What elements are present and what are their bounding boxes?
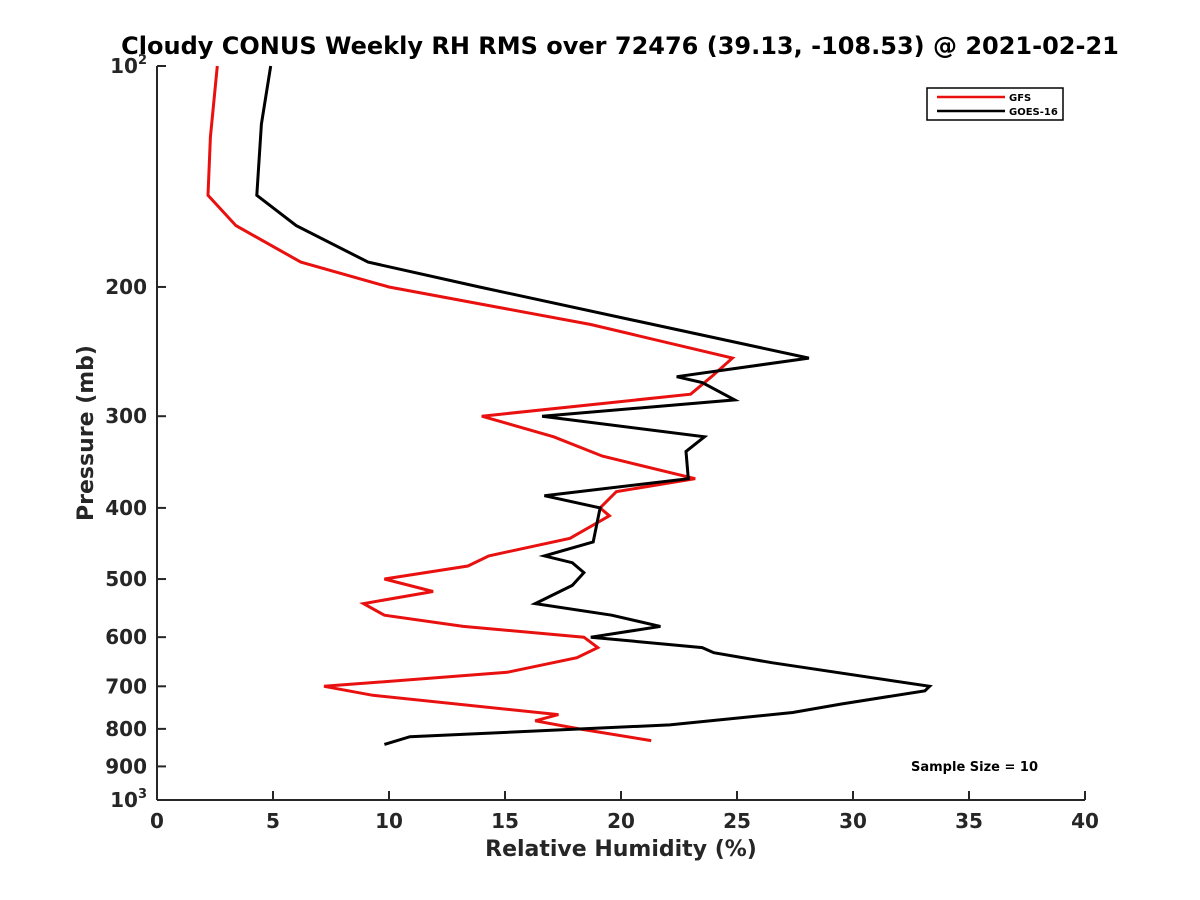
legend-label-goes16: GOES-16 [1009, 107, 1058, 118]
x-tick-label: 35 [955, 809, 983, 833]
y-tick-label: 400 [105, 496, 147, 520]
x-tick-label: 15 [491, 809, 519, 833]
x-tick-label: 25 [723, 809, 751, 833]
x-ticks: 0 5 10 15 20 25 30 35 40 [150, 791, 1099, 833]
series-line-gfs [206, 65, 736, 743]
y-tick-label: 102 [110, 53, 147, 78]
y-ticks: 102 200 300 400 500 600 700 800 900 103 [105, 53, 166, 812]
series-line-goes-16 [255, 65, 933, 746]
x-tick-label: 40 [1071, 809, 1099, 833]
legend-box [926, 87, 1064, 121]
series-lines [206, 65, 933, 746]
x-tick-label: 5 [266, 809, 280, 833]
x-axis-label: Relative Humidity (%) [485, 837, 757, 862]
y-tick-label: 300 [105, 404, 147, 428]
y-tick-label: 600 [105, 625, 147, 649]
x-tick-label: 30 [839, 809, 867, 833]
x-tick-label: 0 [150, 809, 164, 833]
y-axis-label: Pressure (mb) [74, 345, 99, 521]
x-tick-label: 20 [607, 809, 635, 833]
plot-area [157, 66, 1085, 800]
y-tick-label: 103 [110, 787, 147, 812]
y-tick-label: 200 [105, 275, 147, 299]
legend: GFS GOES-16 [926, 87, 1064, 121]
sample-size-annotation: Sample Size = 10 [911, 760, 1038, 775]
y-tick-label: 800 [105, 717, 147, 741]
legend-label-gfs: GFS [1009, 93, 1031, 104]
y-tick-label: 900 [105, 754, 147, 778]
chart-title: Cloudy CONUS Weekly RH RMS over 72476 (3… [121, 32, 1119, 60]
y-tick-label: 700 [105, 674, 147, 698]
y-tick-label: 500 [105, 567, 147, 591]
x-tick-label: 10 [375, 809, 403, 833]
